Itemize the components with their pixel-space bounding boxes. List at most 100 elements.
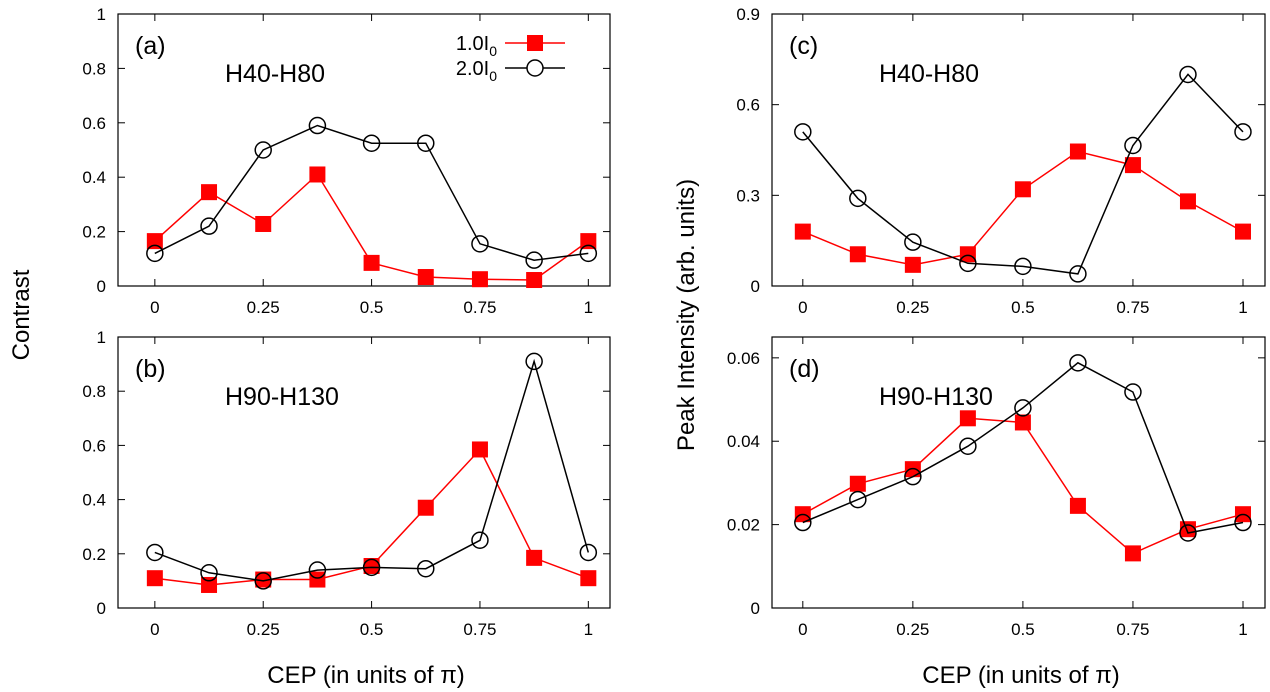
x-tick-label: 0.25 (896, 298, 929, 317)
y-tick-label: 0 (751, 277, 760, 296)
series-line (154, 358, 590, 582)
data-point-square (363, 254, 380, 271)
data-point-circle (959, 254, 977, 273)
panel-annotation: H40-H80 (879, 60, 979, 88)
data-point-square (849, 246, 866, 263)
panel-4: 0 0.25 0.5 0.75 1 0 0.02 0.04 0.06 (d) H90-H130 (727, 336, 1266, 639)
y-tick-label: 1 (97, 328, 106, 347)
data-point-square (904, 256, 921, 273)
data-point-circle (1179, 524, 1197, 542)
data-point-square (1124, 157, 1141, 174)
x-tick-label: 1 (1238, 620, 1247, 639)
data-point-square (526, 549, 543, 566)
series-line (802, 73, 1244, 275)
data-point-circle (146, 244, 164, 263)
panel-annotation: H90-H130 (879, 383, 993, 411)
x-tick-label: 1 (584, 620, 593, 639)
data-point-circle (308, 561, 327, 579)
legend: 1.0I0 2.0I0 (456, 33, 565, 84)
data-point-square (580, 233, 597, 250)
data-point-square (1014, 181, 1031, 198)
data-point-circle (1124, 383, 1142, 401)
ylabel-contrast: Contrast (8, 269, 35, 360)
data-point-circle (525, 251, 543, 269)
y-tick-label: 0.04 (727, 432, 760, 451)
y-tick-label: 0.2 (82, 545, 106, 564)
plot-frame (771, 336, 1266, 609)
x-tick-label: 0 (150, 620, 159, 639)
data-point-circle (849, 189, 867, 208)
data-point-square (1179, 193, 1196, 210)
data-point-square (526, 272, 543, 289)
legend-label-2: 2.0I0 (456, 58, 497, 84)
xlabel-right: CEP (in units of π) (922, 662, 1120, 689)
data-point-circle (471, 235, 489, 253)
y-tick-label: 0.6 (82, 114, 106, 133)
plot-frame (117, 336, 611, 609)
data-point-circle (1234, 123, 1252, 141)
data-point-circle (794, 123, 812, 141)
ylabel-peak-intensity: Peak Intensity (arb. units) (673, 179, 700, 451)
data-point-circle (200, 564, 218, 582)
x-tick-label: 0.25 (247, 620, 280, 639)
y-tick-label: 0.6 (736, 96, 760, 115)
x-tick-label: 0.75 (1116, 298, 1149, 317)
data-point-square (1069, 143, 1086, 160)
series-line (154, 124, 589, 261)
plot-frame (117, 13, 611, 287)
data-point-circle (959, 437, 977, 455)
x-tick-label: 0.75 (1116, 620, 1149, 639)
data-point-circle (254, 572, 272, 590)
x-tick-label: 1 (584, 298, 593, 317)
legend-entry-2: 2.0I0 (456, 58, 565, 84)
x-tick-label: 0 (798, 620, 807, 639)
data-point-circle (1124, 136, 1142, 155)
data-point-circle (417, 134, 435, 152)
data-point-square (959, 410, 976, 427)
y-tick-label: 0.02 (727, 516, 760, 535)
panel-3: 0 0.25 0.5 0.75 1 0 0.3 0.6 0.9 (c) H40-H80 (736, 5, 1266, 317)
y-tick-label: 0 (97, 599, 106, 618)
data-point-circle (579, 244, 598, 263)
data-point-square (255, 215, 272, 232)
data-point-circle (1069, 354, 1087, 372)
data-point-square (471, 441, 488, 458)
data-point-square (1124, 545, 1141, 562)
data-point-square (417, 269, 434, 286)
x-tick-label: 0 (798, 298, 807, 317)
series-1 (794, 410, 1251, 562)
x-tick-label: 0.25 (247, 298, 280, 317)
panel-label: (b) (135, 355, 166, 383)
panel-label: (a) (135, 32, 166, 60)
legend-marker-circle (526, 59, 544, 77)
y-tick-label: 0.8 (82, 382, 106, 401)
x-tick-label: 0.25 (896, 620, 929, 639)
y-tick-label: 0.6 (82, 436, 106, 455)
data-point-circle (146, 543, 164, 562)
y-tick-label: 0.4 (82, 168, 106, 187)
series-1 (146, 166, 597, 289)
panel-annotation: H90-H130 (225, 383, 339, 411)
data-point-circle (362, 558, 381, 577)
data-point-circle (1069, 265, 1087, 283)
series-1 (146, 441, 597, 593)
data-point-circle (904, 233, 922, 251)
data-point-square (580, 570, 597, 587)
series-2 (146, 352, 598, 590)
data-point-circle (308, 116, 327, 135)
data-point-circle (362, 134, 381, 152)
data-point-square (1234, 223, 1251, 240)
x-tick-label: 0.5 (1011, 620, 1035, 639)
x-tick-label: 0.5 (360, 620, 384, 639)
data-point-circle (794, 513, 812, 532)
data-point-circle (254, 141, 272, 159)
data-point-square (146, 570, 163, 587)
data-point-square (959, 246, 976, 263)
panel-annotation: H40-H80 (225, 60, 325, 88)
series-line (802, 361, 1244, 534)
x-tick-label: 0.75 (463, 620, 496, 639)
data-point-circle (1179, 65, 1197, 84)
data-point-square (201, 576, 218, 593)
x-tick-label: 0 (150, 298, 159, 317)
